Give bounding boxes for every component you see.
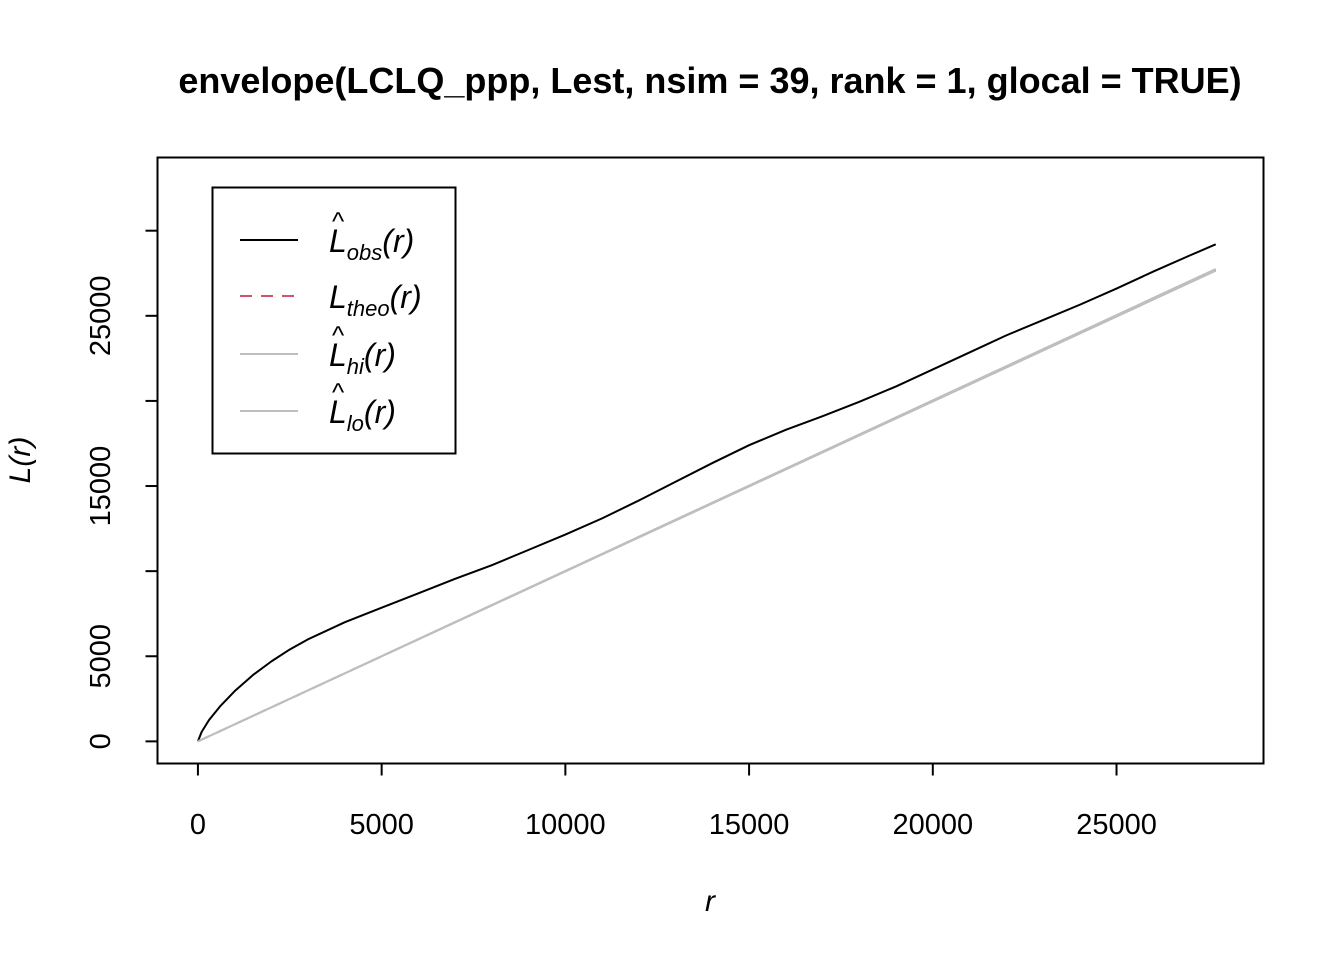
x-axis: 0 5000 10000 15000 20000 25000 — [190, 762, 1157, 841]
y-tick-label: 0 — [85, 733, 117, 749]
x-tick-label: 10000 — [525, 809, 606, 841]
y-tick-label: 25000 — [85, 275, 117, 356]
x-tick-label: 0 — [190, 809, 206, 841]
legend-hat-hi: ^ — [332, 320, 345, 350]
legend-label-hi: Lhi(r) — [329, 337, 396, 379]
legend-hat-obs: ^ — [332, 206, 345, 236]
series-layer — [196, 243, 1217, 743]
y-axis: 0 5000 15000 25000 — [85, 229, 159, 749]
y-tick-label: 15000 — [85, 446, 117, 527]
series-obs-line — [196, 243, 1217, 742]
x-tick-label: 25000 — [1076, 809, 1157, 841]
x-axis-label: r — [705, 885, 716, 918]
legend-label-obs: Lobs(r) — [329, 223, 414, 265]
x-tick-label: 20000 — [892, 809, 973, 841]
legend-hat-lo: ^ — [332, 377, 345, 407]
x-tick-label: 15000 — [709, 809, 790, 841]
legend: Lobs(r)^Ltheo(r)Lhi(r)^Llo(r)^ — [211, 186, 457, 455]
x-tick-label: 5000 — [349, 809, 414, 841]
legend-label-theo: Ltheo(r) — [329, 279, 422, 321]
y-axis-label: L(r) — [4, 437, 37, 484]
legend-label-lo: Llo(r) — [329, 394, 396, 436]
y-tick-label: 5000 — [85, 624, 117, 689]
legend-box — [211, 186, 457, 455]
chart-title: envelope(LCLQ_ppp, Lest, nsim = 39, rank… — [178, 60, 1241, 101]
series-lo-line — [197, 269, 1217, 743]
